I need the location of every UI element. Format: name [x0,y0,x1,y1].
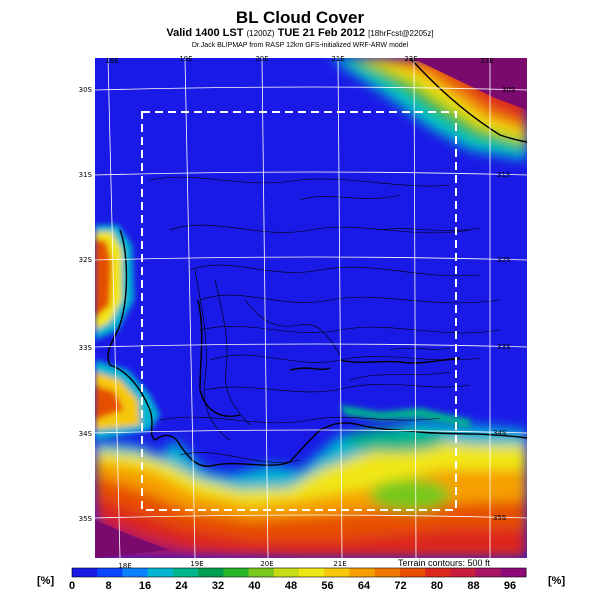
colorbar-swatch [248,568,275,577]
lon-label: 21E [333,560,346,568]
lon-label: 19E [179,55,192,63]
west-coast-cloud [95,225,160,440]
lat-label: 31S [497,171,511,179]
colorbar-tick-label: 64 [357,580,371,592]
colorbar-tick-label: 32 [211,580,225,592]
colorbar-tick-label: 96 [503,580,517,592]
colorbar-tick-label: 80 [430,580,444,592]
colorbar-swatch [324,568,350,577]
colorbar-swatch [147,568,174,577]
colorbar-tick-label: 88 [467,580,480,592]
colorbar-tick-label: 40 [248,580,261,592]
lat-label: 30S [502,86,516,94]
lon-labels-top: 18E 19E 20E 21E 22E 23E [105,55,493,65]
colorbar-swatch [172,568,199,577]
colorbar-unit-left: [%] [37,575,55,587]
lat-label: 35S [79,515,93,523]
utc-time: (1200Z) [246,29,275,38]
lon-label: 19E [190,560,203,568]
graticule [95,58,527,558]
colorbar-tick-label: 8 [105,580,112,592]
inner-domain-box [141,111,457,511]
colorbar-tick-label: 48 [284,580,298,592]
lat-label: 34S [79,430,93,438]
lat-label: 33S [79,344,93,352]
terrain-contour-note: Terrain contours: 500 ft [398,558,491,568]
lat-label: 32S [497,256,511,264]
coastline [107,58,527,467]
lat-label: 34S [493,429,507,437]
colorbar-swatch [223,568,250,577]
lat-label: 32S [79,256,93,264]
lon-label: 20E [260,560,273,568]
map-title: BL Cloud Cover [235,8,365,27]
colorbar-swatch [97,568,123,577]
lon-label: 20E [255,55,268,63]
colorbar-swatch [475,568,502,577]
lat-labels-left: 30S 31S 32S 33S 34S 35S [79,86,93,523]
model-credit: Dr.Jack BLIPMAP from RASP 12km GFS-initi… [191,42,409,49]
colorbar-swatch [399,568,426,577]
lon-label: 21E [331,55,344,63]
valid-date: TUE 21 Feb 2012 [277,27,366,39]
lon-label: 22E [404,55,417,63]
colorbar-swatch [374,568,401,577]
colorbar-swatch [299,568,325,577]
colorbar-unit-right: [%] [548,575,566,587]
colorbar [71,567,527,578]
colorbar-swatch [72,568,98,577]
colorbar-swatch [425,568,451,577]
colorbar-tick-label: 72 [394,580,407,592]
colorbar-swatch [122,568,149,577]
lon-label: 23E [480,57,493,65]
lon-labels-bottom: 18E 19E 20E 21E [118,560,346,570]
colorbar-frame [71,567,527,578]
colorbar-swatch [450,568,477,577]
lat-label: 31S [79,171,93,179]
lat-labels-right: 30S 31S 32S 33S 34S 35S [493,86,516,522]
colorbar-tick-label: 16 [138,580,152,592]
sw-overcast-area [95,520,170,558]
lon-label: 18E [105,57,118,65]
lat-label: 35S [493,514,507,522]
colorbar-tick-label: 24 [175,580,188,592]
map-subtitle: Valid 1400 LST (1200Z) TUE 21 Feb 2012 [… [0,27,600,39]
colorbar-tick-label: 0 [68,580,76,592]
colorbar-swatch [198,568,224,577]
forecast-info: [18hrFcst@2205z] [368,29,434,38]
south-coast-cloud [340,405,470,428]
map-field [95,58,527,558]
lat-label: 33S [497,343,511,351]
ne-overcast-area [412,58,527,110]
colorbar-swatch [273,568,300,577]
lon-label: 18E [118,562,131,570]
valid-time: Valid 1400 LST [166,27,244,39]
lat-label: 30S [79,86,93,94]
colorbar-swatch [349,568,376,577]
terrain-contours [149,176,501,463]
colorbar-tick-label: 56 [321,580,334,592]
colorbar-swatch [500,568,527,577]
